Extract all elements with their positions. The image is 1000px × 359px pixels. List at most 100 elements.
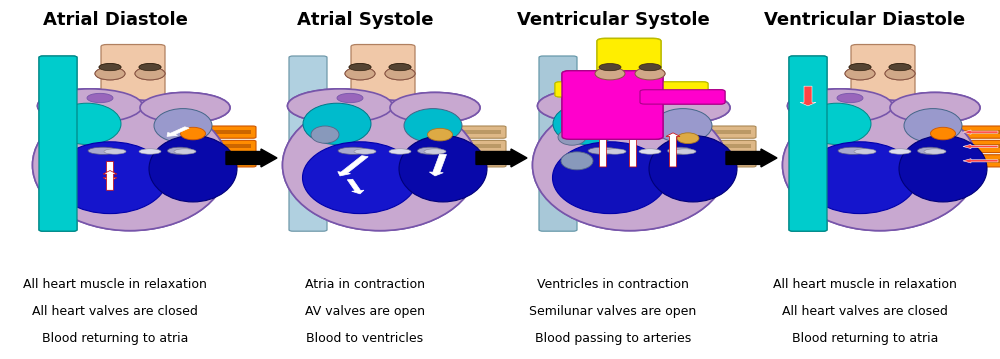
Ellipse shape (349, 64, 371, 71)
FancyBboxPatch shape (562, 71, 663, 139)
Ellipse shape (639, 149, 661, 154)
Ellipse shape (287, 89, 392, 123)
FancyArrow shape (103, 171, 117, 190)
Ellipse shape (561, 152, 593, 170)
Ellipse shape (390, 92, 480, 123)
Ellipse shape (140, 92, 230, 123)
FancyBboxPatch shape (169, 144, 251, 149)
FancyBboxPatch shape (638, 82, 708, 97)
FancyArrow shape (347, 179, 364, 194)
Ellipse shape (845, 67, 875, 80)
Ellipse shape (168, 147, 192, 154)
Ellipse shape (538, 89, 642, 123)
Ellipse shape (154, 108, 212, 143)
Text: Blood to ventricles: Blood to ventricles (306, 332, 424, 345)
Ellipse shape (599, 64, 621, 71)
Ellipse shape (890, 92, 980, 123)
FancyBboxPatch shape (169, 130, 251, 134)
Ellipse shape (668, 147, 692, 154)
Ellipse shape (924, 149, 946, 154)
FancyArrow shape (666, 133, 680, 167)
Ellipse shape (640, 92, 730, 123)
FancyBboxPatch shape (414, 126, 506, 138)
FancyArrow shape (596, 133, 610, 167)
Ellipse shape (654, 108, 712, 143)
Text: Atrial Diastole: Atrial Diastole (43, 11, 187, 29)
FancyBboxPatch shape (640, 90, 725, 104)
Text: All heart muscle in relaxation: All heart muscle in relaxation (23, 278, 207, 291)
Ellipse shape (149, 135, 237, 202)
Ellipse shape (885, 67, 915, 80)
Ellipse shape (287, 89, 392, 123)
Ellipse shape (904, 108, 962, 143)
FancyBboxPatch shape (414, 155, 506, 167)
Ellipse shape (782, 99, 978, 230)
Ellipse shape (538, 89, 642, 123)
Ellipse shape (849, 64, 871, 71)
Text: Blood returning to atria: Blood returning to atria (42, 332, 188, 345)
Text: AV valves are open: AV valves are open (305, 305, 425, 318)
Ellipse shape (854, 149, 876, 154)
Ellipse shape (788, 89, 893, 123)
Ellipse shape (635, 67, 665, 80)
Ellipse shape (345, 67, 375, 80)
FancyBboxPatch shape (419, 130, 501, 134)
Ellipse shape (338, 147, 368, 154)
FancyBboxPatch shape (419, 159, 501, 163)
Ellipse shape (283, 99, 478, 230)
Ellipse shape (532, 99, 728, 230)
FancyBboxPatch shape (39, 56, 77, 231)
FancyBboxPatch shape (555, 82, 613, 97)
FancyBboxPatch shape (914, 155, 1000, 167)
Ellipse shape (38, 89, 143, 123)
Ellipse shape (53, 103, 121, 144)
Ellipse shape (599, 64, 621, 71)
Circle shape (87, 93, 113, 103)
Text: Blood returning to atria: Blood returning to atria (792, 332, 938, 345)
FancyBboxPatch shape (351, 45, 415, 128)
Ellipse shape (99, 64, 121, 71)
Ellipse shape (930, 127, 956, 140)
Ellipse shape (311, 126, 339, 143)
Text: Semilunar valves are open: Semilunar valves are open (529, 305, 697, 318)
Text: All heart muscle in relaxation: All heart muscle in relaxation (773, 278, 957, 291)
FancyArrow shape (429, 154, 446, 176)
Ellipse shape (595, 67, 625, 80)
Ellipse shape (649, 135, 737, 202)
Ellipse shape (639, 64, 661, 71)
FancyBboxPatch shape (789, 56, 827, 231)
Ellipse shape (385, 67, 415, 80)
Ellipse shape (845, 67, 875, 80)
Ellipse shape (849, 64, 871, 71)
FancyBboxPatch shape (919, 130, 1000, 134)
Ellipse shape (104, 149, 126, 154)
FancyBboxPatch shape (539, 56, 577, 231)
FancyBboxPatch shape (597, 38, 661, 132)
Ellipse shape (803, 103, 871, 144)
FancyBboxPatch shape (669, 159, 751, 163)
Ellipse shape (674, 149, 696, 154)
Ellipse shape (899, 135, 987, 202)
FancyBboxPatch shape (169, 159, 251, 163)
FancyBboxPatch shape (555, 82, 613, 97)
FancyBboxPatch shape (597, 38, 661, 132)
FancyArrow shape (963, 159, 998, 163)
Ellipse shape (139, 64, 161, 71)
FancyBboxPatch shape (164, 126, 256, 138)
Ellipse shape (390, 92, 480, 123)
Text: All heart valves are closed: All heart valves are closed (32, 305, 198, 318)
Ellipse shape (428, 128, 452, 141)
Ellipse shape (640, 92, 730, 123)
FancyArrow shape (338, 156, 368, 176)
Ellipse shape (135, 67, 165, 80)
Ellipse shape (889, 64, 911, 71)
FancyBboxPatch shape (664, 140, 756, 153)
Ellipse shape (604, 149, 626, 154)
Circle shape (337, 93, 363, 103)
Ellipse shape (595, 67, 625, 80)
FancyArrow shape (800, 86, 816, 106)
Ellipse shape (52, 142, 168, 214)
Ellipse shape (95, 67, 125, 80)
FancyBboxPatch shape (914, 126, 1000, 138)
FancyBboxPatch shape (56, 92, 119, 104)
